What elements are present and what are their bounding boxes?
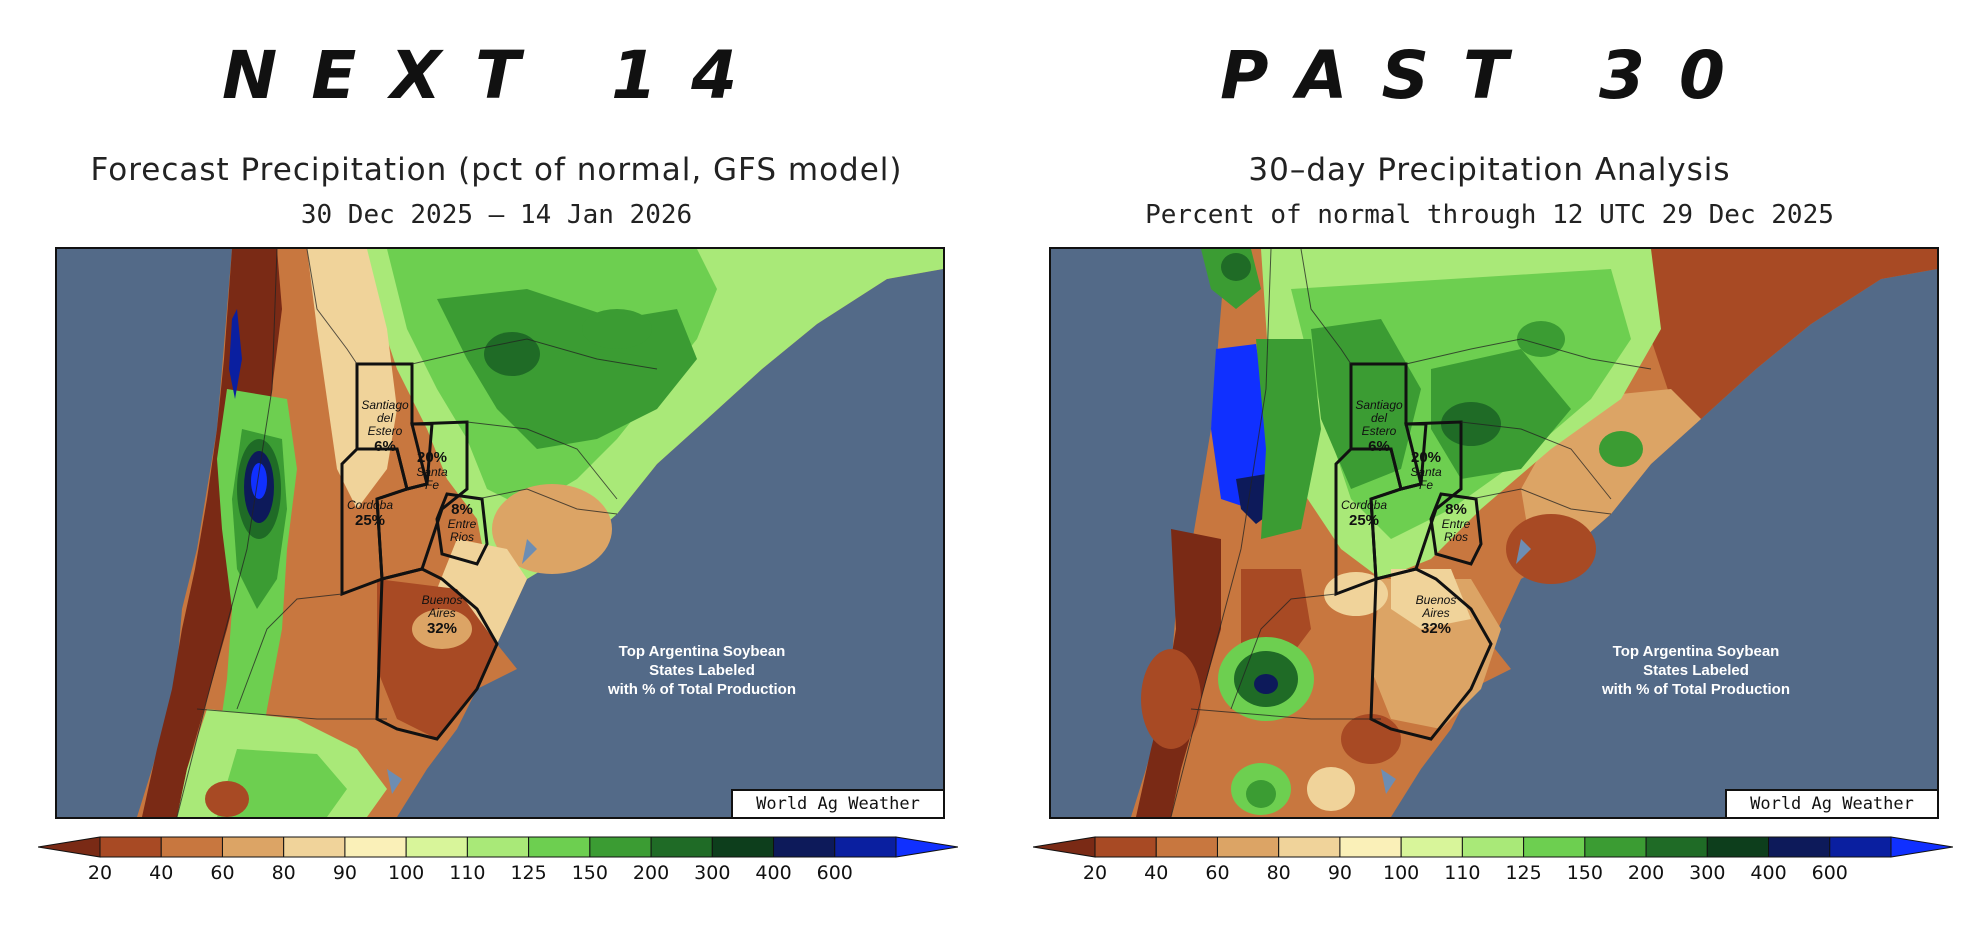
scale-swatch (221, 836, 285, 858)
scale-tick-label: 20 (1082, 862, 1108, 884)
map-subtitle: 30 Dec 2025 – 14 Jan 2026 (300, 200, 693, 230)
scale-tick-label: 300 (694, 862, 731, 884)
country-borders (1170, 249, 1652, 817)
map-title: 30–day Precipitation Analysis (1248, 152, 1731, 188)
state-label-entre-rios: 8% Entre Rios (1441, 501, 1471, 544)
scale-tick-label: 80 (271, 862, 296, 884)
scale-swatch (528, 836, 591, 858)
scale-tick-label: 400 (1750, 862, 1787, 884)
precipitation-field (1131, 249, 1937, 817)
scale-arrow-high (895, 836, 958, 858)
scale-tick-label: 20 (87, 862, 113, 884)
state-label-buenos-aires: Buenos Aires 32% (1415, 593, 1457, 638)
scale-tick-label: 125 (510, 862, 547, 884)
scale-swatch (1339, 836, 1402, 858)
scale-swatch (405, 836, 468, 858)
state-outlines (340, 362, 499, 741)
map-credit: World Ag Weather (1725, 789, 1937, 817)
scale-swatch (1400, 836, 1463, 858)
state-label-santiago-del-estero: Santiago del Estero 6% (1355, 398, 1403, 456)
panel-heading: NEXT 14 (221, 37, 772, 114)
scale-swatch (1645, 836, 1708, 858)
scale-tick-label: 60 (1205, 862, 1230, 884)
map-title: Forecast Precipitation (pct of normal, G… (90, 152, 903, 188)
scale-swatch (711, 836, 775, 858)
scale-tick-label: 80 (1266, 862, 1291, 884)
scale-tick-label: 100 (1383, 862, 1420, 884)
state-label-santa-fe: 20% Santa Fe (1410, 449, 1442, 492)
scale-tick-label: 125 (1505, 862, 1542, 884)
scale-swatch (1768, 836, 1831, 858)
scale-swatch (1216, 836, 1280, 858)
scale-swatch (344, 836, 407, 858)
scale-swatch (1706, 836, 1770, 858)
map-subtitle: Percent of normal through 12 UTC 29 Dec … (1145, 200, 1834, 230)
scale-tick-label: 150 (1566, 862, 1603, 884)
scale-tick-label: 40 (1144, 862, 1169, 884)
scale-swatch (1094, 836, 1157, 858)
scale-swatch (834, 836, 897, 858)
scale-swatch (160, 836, 223, 858)
scale-tick-label: 60 (210, 862, 235, 884)
scale-tick-label: 110 (1444, 862, 1481, 884)
state-label-santa-fe: 20% Santa Fe (416, 449, 448, 492)
precipitation-field (137, 249, 943, 817)
state-label-santiago-del-estero: Santiago del Estero 6% (361, 398, 409, 456)
map-note: Top Argentina Soybean States Labeled wit… (1601, 643, 1791, 698)
scale-swatch (1461, 836, 1525, 858)
state-label-cordoba: Cordoba 25% (1340, 498, 1388, 530)
scale-tick-label: 90 (1327, 862, 1353, 884)
color-scale-bar (1033, 836, 1953, 858)
scale-tick-label: 100 (388, 862, 425, 884)
scale-tick-label: 90 (332, 862, 358, 884)
analysis-panel: PAST 30 30–day Precipitation Analysis Pe… (993, 0, 1986, 926)
color-scale: 20 40 60 80 90 100 110 125 150 200 300 400 600 (1033, 836, 1953, 886)
scale-tick-label: 200 (1627, 862, 1665, 884)
scale-swatch (773, 836, 836, 858)
scale-tick-label: 40 (149, 862, 174, 884)
state-label-cordoba: Cordoba 25% (346, 498, 394, 530)
color-scale-bar (38, 836, 958, 858)
scale-tick-label: 400 (755, 862, 792, 884)
scale-swatch (283, 836, 346, 858)
scale-tick-label: 600 (816, 862, 853, 884)
map-note: Top Argentina Soybean States Labeled wit… (607, 643, 797, 698)
forecast-map: Santiago del Estero 6% 20% Santa Fe Cord… (55, 247, 945, 819)
scale-swatch (1523, 836, 1586, 858)
scale-swatch (1584, 836, 1647, 858)
scale-swatch (1155, 836, 1218, 858)
scale-tick-label: 200 (632, 862, 670, 884)
scale-swatch (466, 836, 530, 858)
analysis-map: Santiago del Estero 6% 20% Santa Fe Cord… (1049, 247, 1939, 819)
scale-tick-label: 110 (449, 862, 486, 884)
country-borders (176, 249, 658, 817)
scale-arrow-low (38, 836, 101, 858)
scale-swatch (1829, 836, 1892, 858)
state-label-buenos-aires: Buenos Aires 32% (421, 593, 463, 638)
scale-swatch (650, 836, 713, 858)
scale-arrow-high (1890, 836, 1953, 858)
state-label-entre-rios: 8% Entre Rios (447, 501, 477, 544)
scale-tick-label: 600 (1811, 862, 1848, 884)
color-scale: 20 40 60 80 90 100 110 125 150 200 300 400 600 (38, 836, 958, 886)
map-credit: World Ag Weather (731, 789, 943, 817)
panel-heading: PAST 30 (1220, 37, 1759, 114)
scale-tick-label: 300 (1689, 862, 1726, 884)
scale-tick-label: 150 (571, 862, 608, 884)
scale-swatch (589, 836, 652, 858)
scale-arrow-low (1033, 836, 1096, 858)
scale-swatch (1278, 836, 1341, 858)
forecast-panel: NEXT 14 Forecast Precipitation (pct of n… (38, 37, 958, 886)
state-outlines (1334, 362, 1493, 741)
scale-swatch (99, 836, 162, 858)
